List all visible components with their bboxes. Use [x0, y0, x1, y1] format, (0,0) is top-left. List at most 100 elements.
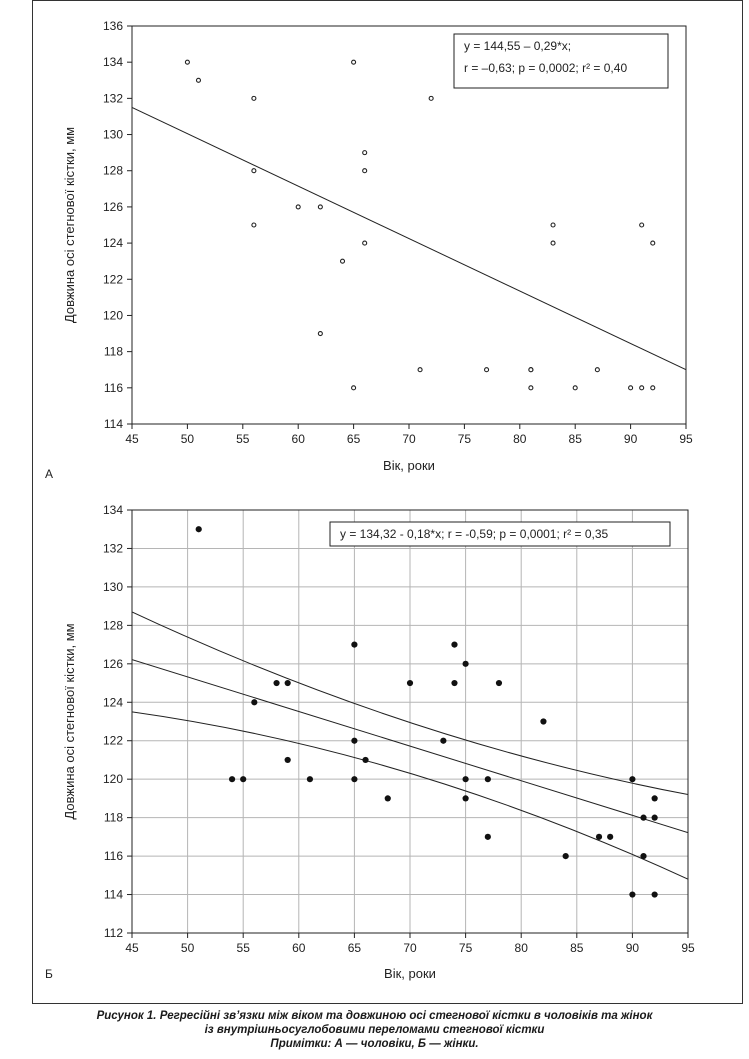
data-point [595, 833, 603, 840]
data-point [295, 204, 301, 210]
x-tick-label: 85 [570, 941, 584, 955]
data-point [650, 385, 656, 391]
x-tick-label: 55 [237, 941, 251, 955]
x-tick-label: 50 [181, 941, 195, 955]
data-point [629, 776, 636, 783]
caption-line-3: Примітки: А — чоловіки, Б — жінки. [270, 1038, 479, 1050]
x-tick-label: 90 [624, 432, 638, 446]
caption-line-2: із внутрішньосуглобовими переломами стег… [204, 1024, 545, 1036]
data-point [550, 222, 556, 228]
data-point [562, 852, 569, 860]
data-point [339, 258, 346, 264]
x-tick-label: 65 [347, 432, 361, 446]
y-tick-label: 136 [103, 19, 123, 33]
y-tick-label: 132 [103, 91, 123, 105]
x-tick-label: 85 [569, 432, 583, 446]
data-point [528, 385, 534, 391]
data-point [528, 367, 534, 373]
y-tick-label: 134 [103, 503, 123, 517]
figure-frame [32, 0, 743, 1004]
x-tick-label: 95 [681, 941, 695, 955]
data-point [351, 641, 358, 648]
confidence-band-upper [132, 611, 688, 796]
data-point [428, 95, 434, 101]
data-point [362, 168, 368, 174]
x-axis-label: Вік, роки [383, 458, 435, 473]
data-point [317, 204, 323, 210]
panel-label: Б [45, 967, 53, 981]
y-tick-label: 116 [104, 381, 123, 395]
y-tick-label: 132 [103, 541, 123, 555]
data-point [640, 814, 647, 821]
x-tick-label: 55 [236, 432, 250, 446]
data-point [594, 367, 600, 373]
y-tick-label: 130 [103, 580, 123, 594]
data-point [650, 240, 656, 246]
data-point [406, 679, 414, 687]
y-tick-label: 120 [103, 308, 123, 322]
data-point [462, 776, 469, 783]
data-point [607, 833, 614, 840]
y-tick-label: 122 [103, 272, 123, 286]
data-point [484, 367, 490, 373]
regression-annotation-text: r = –0,63; p = 0,0002; r² = 0,40 [464, 61, 627, 75]
y-axis-label: Довжина осі стегнової кістки, мм [62, 623, 77, 819]
data-point [195, 77, 202, 83]
data-point [462, 660, 469, 667]
x-tick-label: 50 [181, 432, 195, 446]
y-tick-label: 130 [103, 128, 123, 142]
panel-label: А [45, 467, 53, 481]
y-tick-label: 114 [104, 417, 123, 431]
chart-panel-1: 45 50 55 60 65 70 75 80 85 90 95 114 116 118 120 122 124… [45, 19, 693, 481]
data-point [651, 891, 658, 898]
data-point [306, 776, 314, 783]
data-point [484, 833, 491, 840]
data-point [184, 59, 190, 65]
data-point [639, 222, 645, 228]
x-tick-label: 60 [292, 432, 306, 446]
data-point [550, 240, 556, 246]
x-tick-label: 70 [403, 941, 417, 955]
data-point [251, 699, 258, 706]
data-point [640, 852, 647, 860]
x-tick-label: 70 [402, 432, 416, 446]
data-point [240, 776, 247, 783]
figure-charts: 45 50 55 60 65 70 75 80 85 90 95 114 116 118 120 122 124… [45, 19, 695, 981]
regression-annotation-text: y = 134,32 - 0,18*x; r = -0,59; p = 0,00… [340, 527, 608, 541]
data-point [417, 367, 423, 373]
y-tick-label: 128 [103, 164, 123, 178]
data-point [317, 330, 323, 337]
x-tick-label: 90 [626, 941, 640, 955]
data-point [362, 240, 368, 246]
x-tick-label: 60 [292, 941, 306, 955]
regression-annotation-text: y = 144,55 – 0,29*x; [464, 39, 571, 53]
data-point [351, 737, 358, 744]
y-tick-label: 128 [103, 618, 123, 632]
x-tick-label: 75 [458, 432, 472, 446]
y-tick-label: 122 [103, 734, 123, 748]
data-point [351, 776, 358, 783]
data-point [462, 795, 469, 802]
x-tick-label: 80 [515, 941, 529, 955]
data-point [362, 150, 368, 156]
x-tick-label: 95 [679, 432, 693, 446]
y-tick-label: 112 [104, 926, 123, 940]
regression-line [132, 106, 686, 371]
regression-annotation-box [329, 521, 671, 547]
data-point [440, 737, 447, 744]
y-tick-label: 126 [103, 200, 123, 214]
data-point [251, 168, 257, 174]
y-tick-label: 134 [103, 55, 123, 69]
chart-panel-2: 45 50 55 60 65 70 75 80 85 90 95 112 114 116 118 120 122… [45, 503, 695, 981]
data-point [284, 756, 291, 764]
y-axis-label: Довжина осі стегнової кістки, мм [62, 127, 77, 323]
data-point [351, 385, 357, 391]
data-point [495, 679, 503, 687]
y-tick-label: 126 [103, 657, 123, 671]
data-point [629, 891, 636, 898]
y-tick-label: 120 [103, 772, 123, 786]
x-tick-label: 45 [125, 432, 139, 446]
figure-caption: Рисунок 1. Регресійні зв’язки між віком … [0, 1009, 749, 1051]
data-point [540, 718, 547, 725]
data-point [251, 222, 257, 228]
